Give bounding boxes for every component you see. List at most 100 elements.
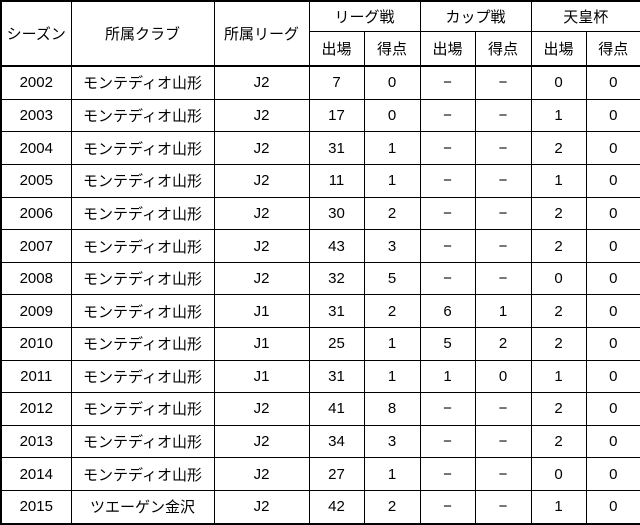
cell-league: J2 bbox=[213, 65, 310, 100]
cell-emperor-goals: 0 bbox=[585, 196, 640, 231]
cell-league-apps: 27 bbox=[308, 457, 365, 491]
cell-cup-apps: − bbox=[419, 261, 476, 296]
cell-emperor-goals: 0 bbox=[585, 457, 640, 491]
table-row: 2011 モンテディオ山形 J1 31 1 1 0 1 0 bbox=[0, 359, 640, 394]
cell-emperor-apps: 2 bbox=[530, 327, 587, 361]
cell-emperor-apps: 1 bbox=[530, 359, 587, 394]
header-group-cup-matches: カップ戦 bbox=[419, 0, 532, 32]
cell-emperor-goals: 0 bbox=[585, 164, 640, 198]
cell-league-goals: 3 bbox=[363, 424, 421, 459]
table-row: 2013 モンテディオ山形 J2 34 3− −2 0 bbox=[0, 424, 640, 459]
cell-cup-goals: − bbox=[474, 457, 532, 491]
table-row: 2012 モンテディオ山形 J2 41 8− −2 0 bbox=[0, 392, 640, 426]
table-row: 2009 モンテディオ山形 J1 31 2 6 1 2 0 bbox=[0, 294, 640, 328]
cell-club: モンテディオ山形 bbox=[70, 164, 215, 198]
subheader-league-goals: 得点 bbox=[363, 30, 421, 67]
subheader-emperor-appearances: 出場 bbox=[530, 30, 587, 67]
cell-cup-apps: − bbox=[419, 164, 476, 198]
cell-league-apps: 31 bbox=[308, 359, 365, 394]
cell-league-apps: 11 bbox=[308, 164, 365, 198]
table-row: 2003 モンテディオ山形 J2 17 0− −1 0 bbox=[0, 98, 640, 133]
header-group-league-matches: リーグ戦 bbox=[308, 0, 421, 32]
cell-club: モンテディオ山形 bbox=[70, 229, 215, 263]
cell-cup-apps: − bbox=[419, 98, 476, 133]
cell-club: モンテディオ山形 bbox=[70, 392, 215, 426]
cell-season: 2004 bbox=[0, 131, 72, 166]
cell-emperor-apps: 1 bbox=[530, 164, 587, 198]
cell-league-apps: 17 bbox=[308, 98, 365, 133]
cell-season: 2003 bbox=[0, 98, 72, 133]
cell-season: 2013 bbox=[0, 424, 72, 459]
cell-cup-goals: − bbox=[474, 424, 532, 459]
cell-cup-apps: − bbox=[419, 229, 476, 263]
cell-league: J2 bbox=[213, 489, 310, 525]
cell-emperor-apps: 0 bbox=[530, 65, 587, 100]
cell-league-apps: 42 bbox=[308, 489, 365, 525]
table-row: 2008 モンテディオ山形 J2 32 5− −0 0 bbox=[0, 261, 640, 296]
cell-cup-goals: 2 bbox=[474, 327, 532, 361]
table-row: 2002 モンテディオ山形 J2 7 0− −0 0 bbox=[0, 65, 640, 100]
cell-emperor-apps: 1 bbox=[530, 489, 587, 525]
cell-league-apps: 34 bbox=[308, 424, 365, 459]
cell-club: モンテディオ山形 bbox=[70, 65, 215, 100]
table-body: 2002 モンテディオ山形 J2 7 0− −0 0 2003 モンテディオ山形 J2 17 0− −1… bbox=[0, 65, 640, 525]
cell-cup-apps: − bbox=[419, 196, 476, 231]
cell-cup-goals: − bbox=[474, 489, 532, 525]
cell-cup-goals: − bbox=[474, 65, 532, 100]
cell-league-goals: 0 bbox=[363, 65, 421, 100]
cell-league: J1 bbox=[213, 359, 310, 394]
cell-season: 2010 bbox=[0, 327, 72, 361]
subheader-cup-goals: 得点 bbox=[474, 30, 532, 67]
cell-cup-goals: − bbox=[474, 229, 532, 263]
cell-emperor-apps: 1 bbox=[530, 98, 587, 133]
cell-cup-apps: − bbox=[419, 131, 476, 166]
cell-cup-goals: − bbox=[474, 98, 532, 133]
cell-cup-apps: 1 bbox=[419, 359, 476, 394]
cell-emperor-goals: 0 bbox=[585, 392, 640, 426]
cell-cup-apps: − bbox=[419, 424, 476, 459]
cell-emperor-goals: 0 bbox=[585, 65, 640, 100]
cell-season: 2007 bbox=[0, 229, 72, 263]
cell-league-apps: 25 bbox=[308, 327, 365, 361]
subheader-cup-appearances: 出場 bbox=[419, 30, 476, 67]
cell-season: 2009 bbox=[0, 294, 72, 328]
cell-emperor-apps: 0 bbox=[530, 261, 587, 296]
cell-club: モンテディオ山形 bbox=[70, 457, 215, 491]
cell-league-goals: 2 bbox=[363, 196, 421, 231]
cell-league: J2 bbox=[213, 392, 310, 426]
cell-league-goals: 2 bbox=[363, 294, 421, 328]
subheader-emperor-goals: 得点 bbox=[585, 30, 640, 67]
cell-cup-goals: 1 bbox=[474, 294, 532, 328]
cell-league-apps: 43 bbox=[308, 229, 365, 263]
cell-club: ツエーゲン金沢 bbox=[70, 489, 215, 525]
cell-club: モンテディオ山形 bbox=[70, 261, 215, 296]
cell-league-goals: 8 bbox=[363, 392, 421, 426]
cell-league: J1 bbox=[213, 294, 310, 328]
table-row: 2007 モンテディオ山形 J2 43 3− −2 0 bbox=[0, 229, 640, 263]
subheader-league-appearances: 出場 bbox=[308, 30, 365, 67]
cell-league: J2 bbox=[213, 164, 310, 198]
cell-emperor-apps: 2 bbox=[530, 294, 587, 328]
cell-league: J2 bbox=[213, 98, 310, 133]
cell-emperor-goals: 0 bbox=[585, 294, 640, 328]
cell-cup-goals: − bbox=[474, 261, 532, 296]
cell-league: J2 bbox=[213, 457, 310, 491]
cell-cup-goals: − bbox=[474, 196, 532, 231]
cell-emperor-apps: 2 bbox=[530, 424, 587, 459]
cell-cup-goals: − bbox=[474, 131, 532, 166]
cell-season: 2012 bbox=[0, 392, 72, 426]
cell-cup-apps: − bbox=[419, 65, 476, 100]
table-row: 2015 ツエーゲン金沢 J2 42 2− −1 0 bbox=[0, 489, 640, 525]
cell-emperor-apps: 2 bbox=[530, 131, 587, 166]
cell-season: 2002 bbox=[0, 65, 72, 100]
table-row: 2005 モンテディオ山形 J2 11 1− −1 0 bbox=[0, 164, 640, 198]
cell-emperor-goals: 0 bbox=[585, 489, 640, 525]
header-sub-row: 出場 得点 出場 得点 出場 得点 bbox=[1, 30, 640, 67]
table-row: 2010 モンテディオ山形 J1 25 1 5 2 2 0 bbox=[0, 327, 640, 361]
cell-league-goals: 1 bbox=[363, 164, 421, 198]
cell-league-goals: 2 bbox=[363, 489, 421, 525]
cell-club: モンテディオ山形 bbox=[70, 359, 215, 394]
cell-league-goals: 0 bbox=[363, 98, 421, 133]
header-group-emperors-cup: 天皇杯 bbox=[530, 0, 640, 32]
cell-club: モンテディオ山形 bbox=[70, 294, 215, 328]
